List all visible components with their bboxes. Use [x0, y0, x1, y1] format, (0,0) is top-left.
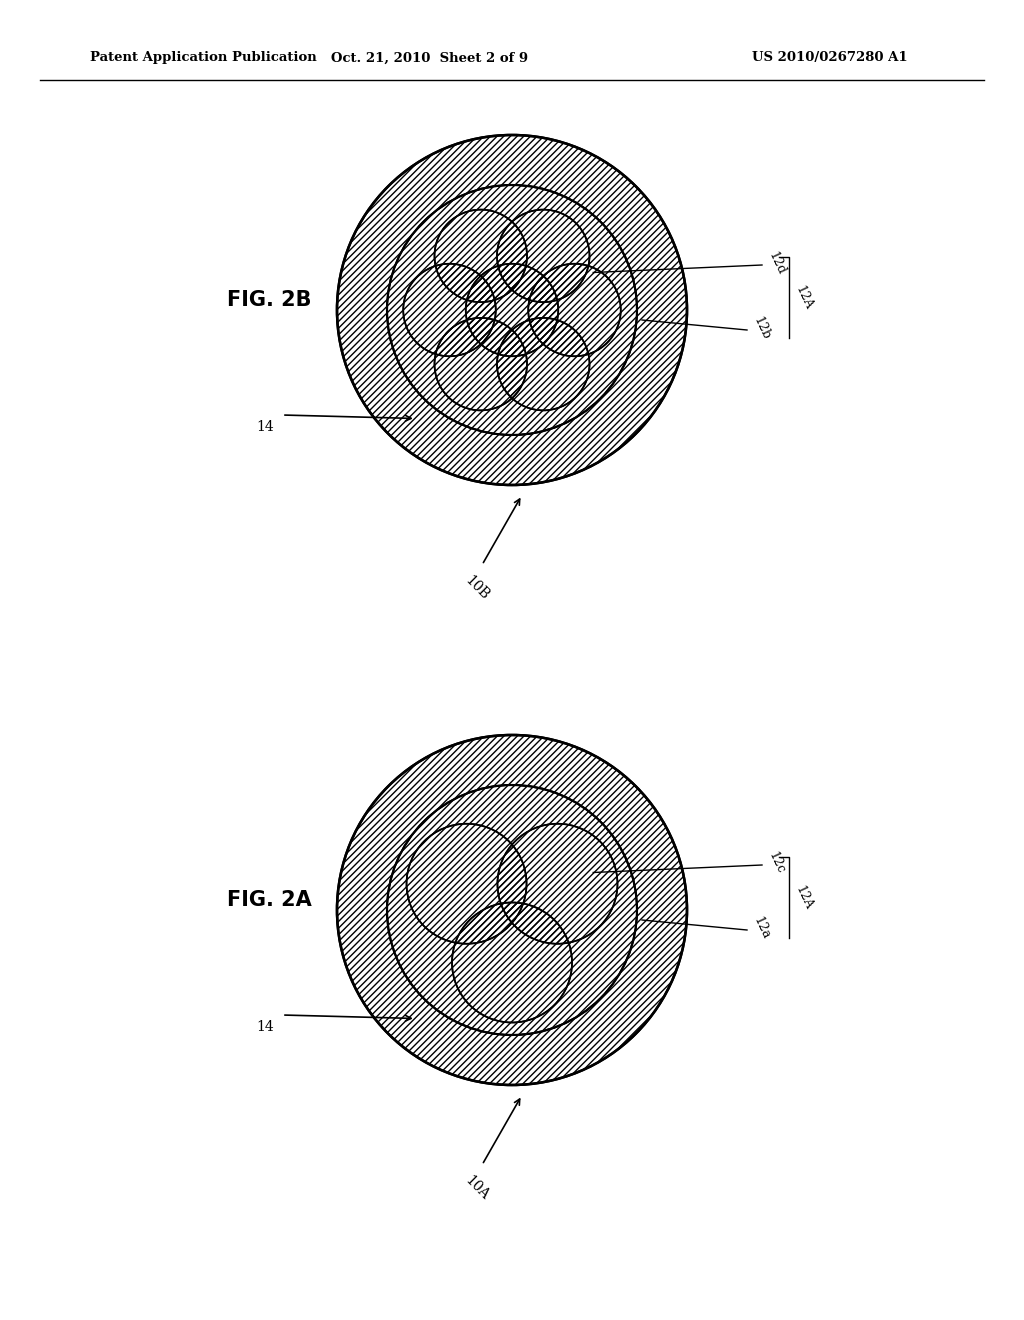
Circle shape: [337, 735, 687, 1085]
Text: Patent Application Publication: Patent Application Publication: [90, 51, 316, 65]
Circle shape: [407, 824, 526, 944]
Circle shape: [498, 824, 617, 944]
Circle shape: [387, 185, 637, 436]
Text: 10A: 10A: [462, 1173, 492, 1203]
Text: FIG. 2B: FIG. 2B: [227, 290, 311, 310]
Text: Oct. 21, 2010  Sheet 2 of 9: Oct. 21, 2010 Sheet 2 of 9: [332, 51, 528, 65]
Text: 14: 14: [256, 420, 274, 434]
Text: 12b: 12b: [751, 314, 773, 342]
Circle shape: [497, 210, 590, 302]
Circle shape: [466, 264, 558, 356]
Text: 14: 14: [256, 1020, 274, 1034]
Text: 12c: 12c: [766, 850, 787, 876]
Circle shape: [528, 264, 621, 356]
Circle shape: [434, 318, 527, 411]
Circle shape: [452, 903, 572, 1023]
Circle shape: [434, 210, 527, 302]
Circle shape: [337, 135, 687, 484]
Text: US 2010/0267280 A1: US 2010/0267280 A1: [753, 51, 908, 65]
Text: 12d: 12d: [766, 249, 787, 277]
Text: FIG. 2A: FIG. 2A: [227, 890, 311, 909]
Text: 12A: 12A: [793, 883, 815, 912]
Circle shape: [403, 264, 496, 356]
Circle shape: [497, 318, 590, 411]
Text: 12a: 12a: [751, 915, 773, 941]
Text: 10B: 10B: [462, 573, 492, 602]
Text: 12A: 12A: [793, 284, 815, 312]
Circle shape: [387, 785, 637, 1035]
